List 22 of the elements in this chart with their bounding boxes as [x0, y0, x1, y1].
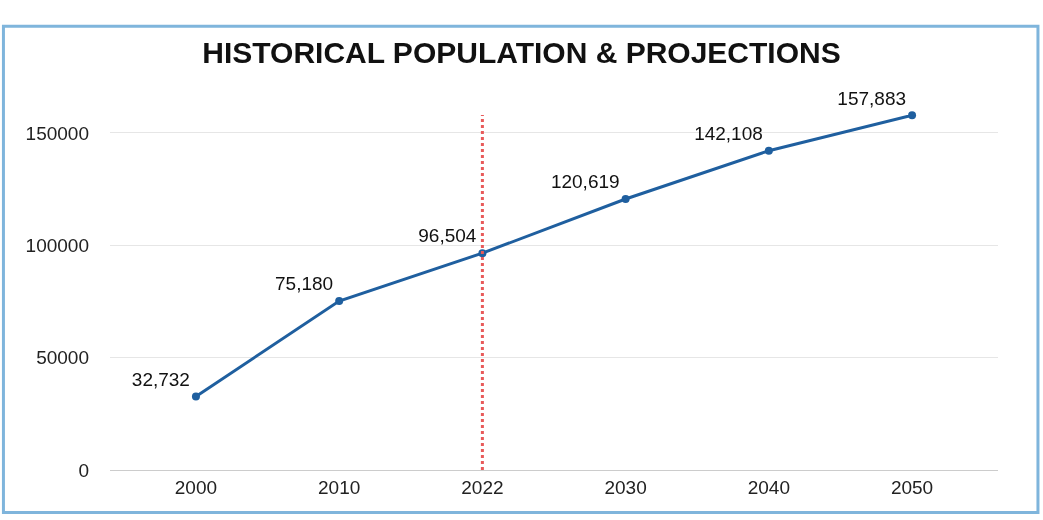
text: 120,619	[550, 171, 620, 193]
y-tick-label: 150000	[25, 122, 89, 144]
y-tick-label: 50000	[36, 347, 89, 369]
point	[335, 297, 344, 306]
point	[764, 146, 773, 155]
text: 32,732	[131, 368, 190, 390]
point	[191, 392, 200, 401]
y-tick-label: 0	[78, 459, 89, 481]
y-tick-label: 100000	[25, 234, 89, 256]
chart-title: HISTORICAL POPULATION & PROJECTIONS	[202, 35, 841, 69]
x-tick-label: 2010	[318, 476, 361, 498]
point	[908, 111, 917, 120]
text: 75,180	[275, 273, 334, 295]
text: 142,108	[694, 122, 763, 144]
x-tick-label: 2050	[890, 476, 934, 498]
x-tick-label: 2030	[604, 476, 647, 498]
point	[621, 194, 630, 203]
x-tick-label: 2000	[174, 476, 218, 498]
x-tick-label: 2022	[461, 476, 504, 498]
text: 96,504	[418, 225, 477, 247]
x-tick-label: 2040	[747, 476, 790, 498]
text: 157,883	[837, 87, 907, 109]
